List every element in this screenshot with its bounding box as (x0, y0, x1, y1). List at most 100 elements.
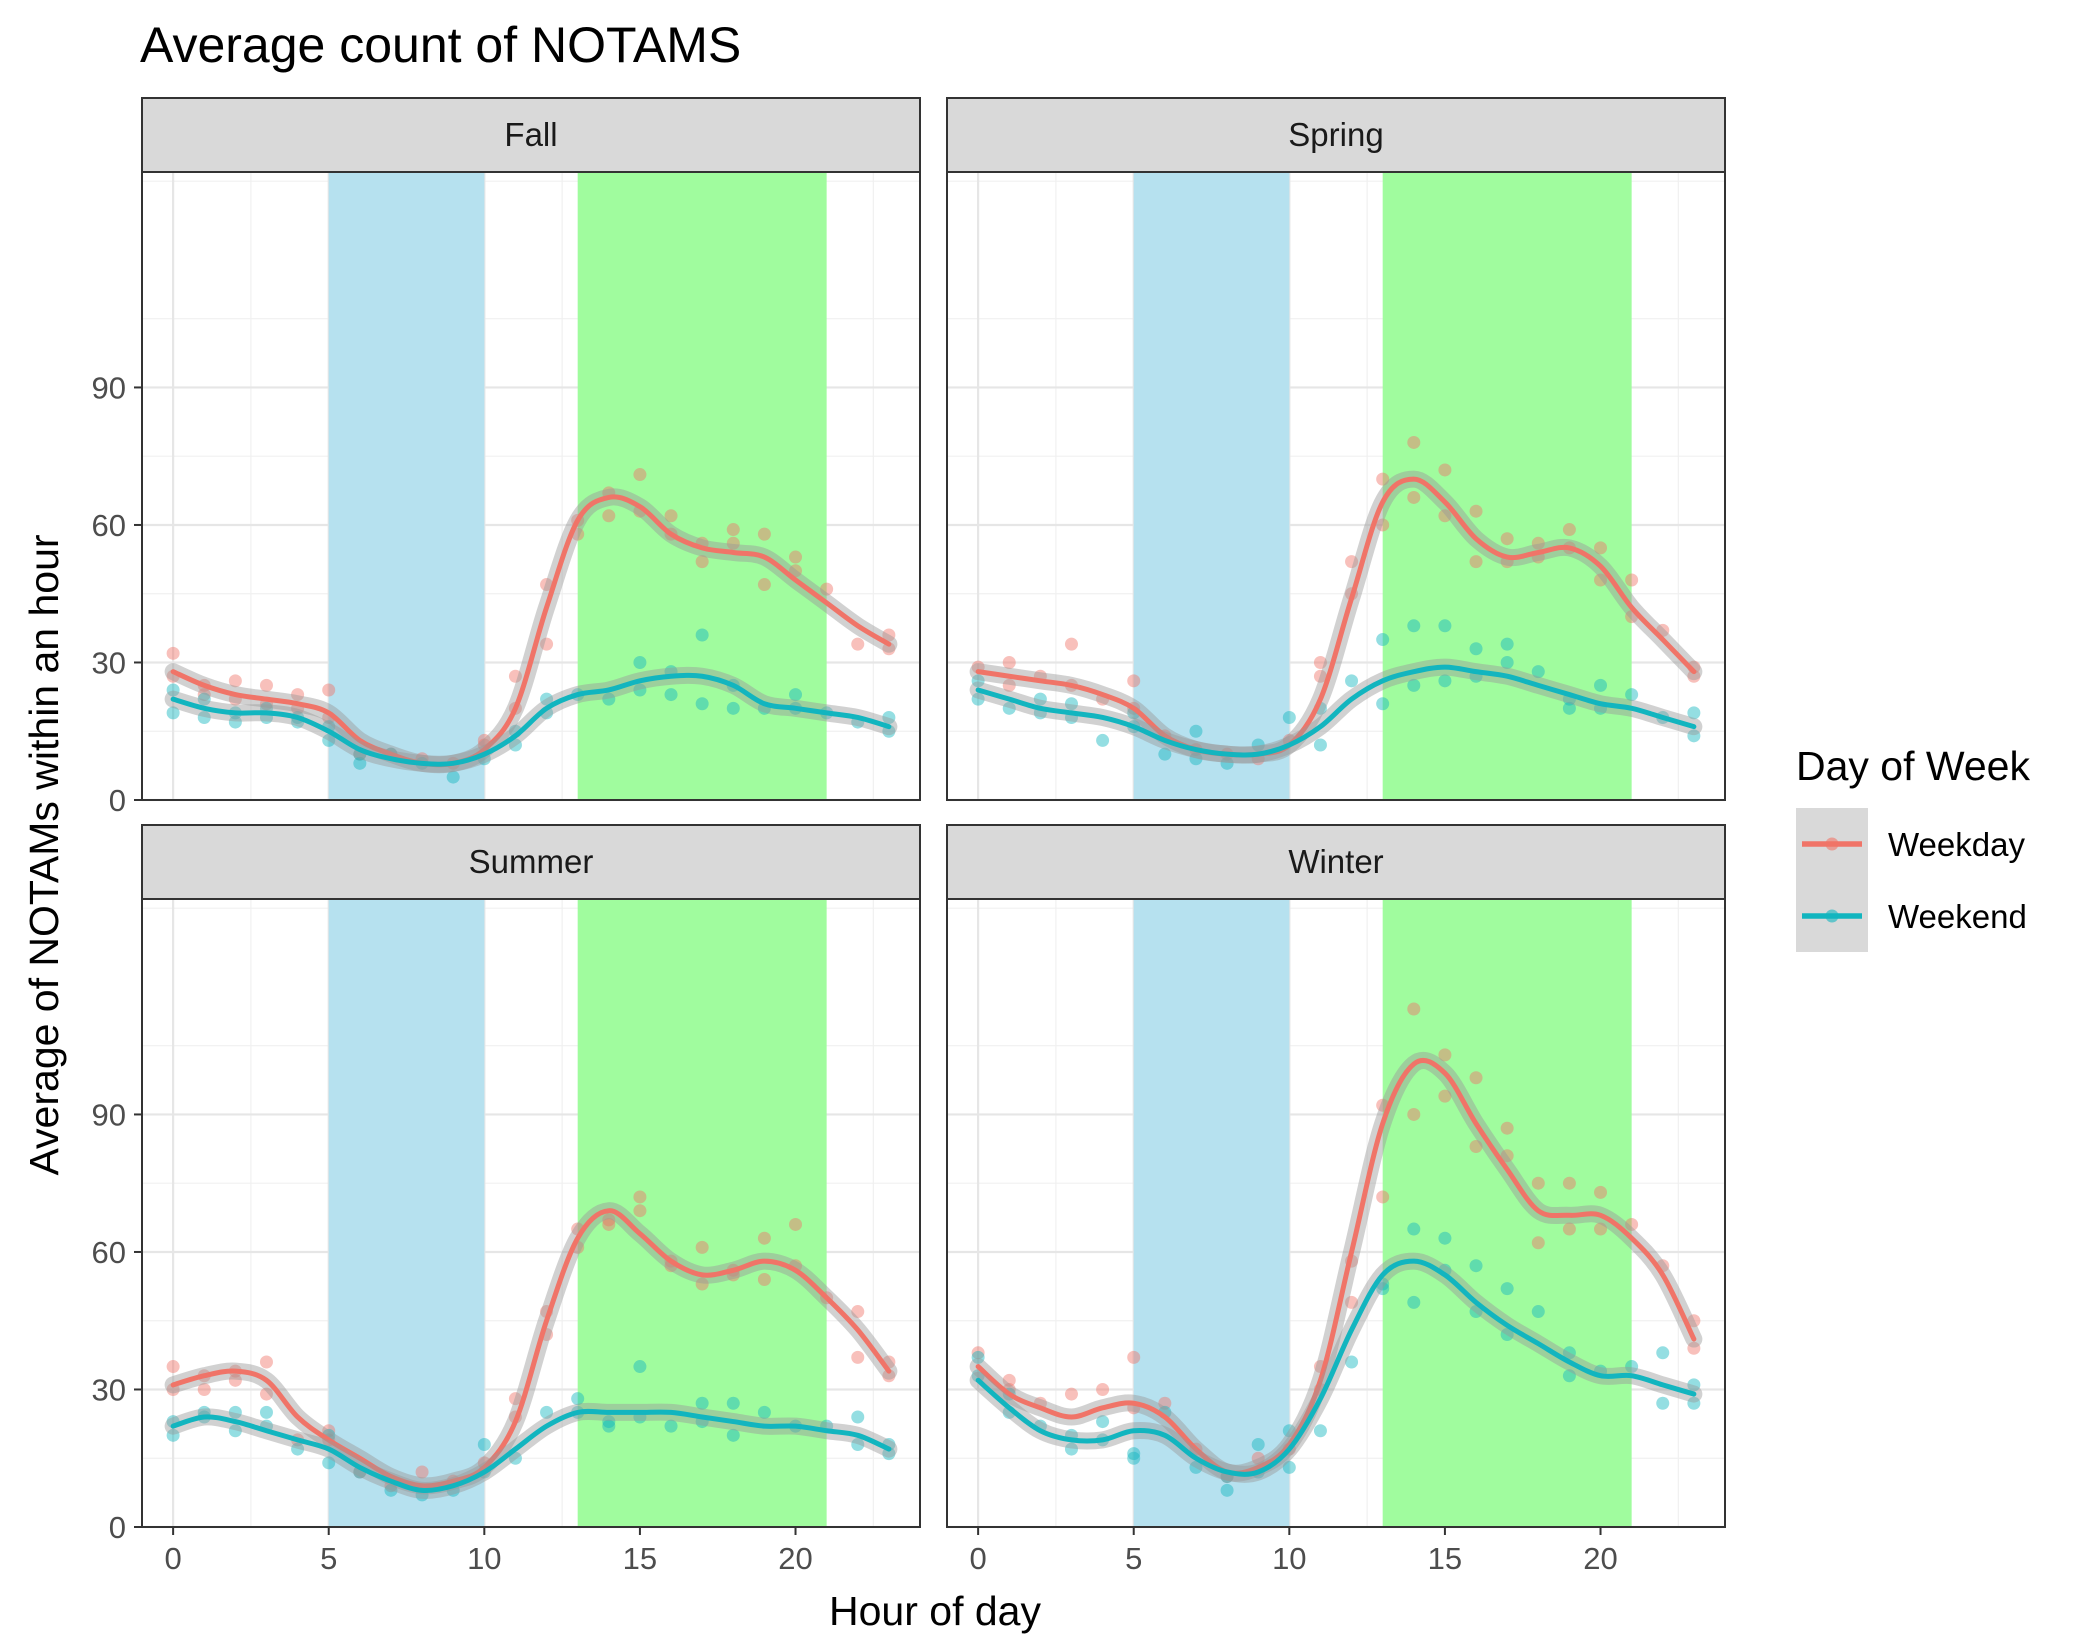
data-point (757, 1405, 771, 1419)
data-point (1531, 1176, 1545, 1190)
data-point (851, 1305, 865, 1319)
data-point (1438, 674, 1452, 688)
strip-background (141, 97, 921, 173)
data-point (228, 1405, 242, 1419)
smooth-line-weekend (170, 1408, 892, 1493)
data-point (971, 692, 985, 706)
data-point (1438, 463, 1452, 477)
legend: Day of Week Weekday Weekend (1796, 743, 2030, 952)
y-tick-label: 30 (92, 645, 126, 680)
data-point (695, 697, 709, 711)
shaded-band-afternoon (577, 172, 827, 800)
data-point (789, 688, 803, 702)
data-point (1407, 619, 1421, 633)
data-point (1531, 1305, 1545, 1319)
y-tick-label: 0 (109, 1510, 126, 1545)
data-point (1687, 706, 1701, 720)
data-point (1282, 1460, 1296, 1474)
data-point (197, 1382, 211, 1396)
data-point (633, 655, 647, 669)
strip-label: Fall (504, 116, 557, 153)
shaded-band-morning (328, 899, 485, 1527)
data-point (228, 674, 242, 688)
data-point (633, 683, 647, 697)
data-point (1500, 637, 1514, 651)
y-axis-title: Average of NOTAMs within an hour (21, 534, 67, 1175)
strip-background (946, 824, 1726, 900)
data-point (1500, 1327, 1514, 1341)
y-tick-label: 60 (92, 508, 126, 543)
data-point (1438, 509, 1452, 523)
data-point (1158, 747, 1172, 761)
data-point (1127, 674, 1141, 688)
data-point (851, 1437, 865, 1451)
x-tick-label: 0 (969, 1541, 986, 1576)
strip-background (141, 824, 921, 900)
data-point (197, 692, 211, 706)
data-point (1376, 697, 1390, 711)
data-point (166, 1428, 180, 1442)
legend-key-point (1825, 909, 1839, 923)
y-tick-label: 60 (92, 1235, 126, 1270)
smooth-line-weekend (975, 1258, 1697, 1477)
data-point (1531, 536, 1545, 550)
data-point (508, 669, 522, 683)
data-point (1469, 642, 1483, 656)
data-point (757, 527, 771, 541)
data-point (1251, 1437, 1265, 1451)
data-point (322, 733, 336, 747)
data-point (757, 1231, 771, 1245)
smooth-line-weekday (975, 476, 1697, 758)
y-tick-label: 0 (109, 783, 126, 818)
data-point (446, 770, 460, 784)
data-point (1313, 1424, 1327, 1438)
shaded-band-morning (328, 172, 485, 800)
data-point (1096, 1415, 1110, 1429)
data-point (1189, 752, 1203, 766)
data-point (1594, 573, 1608, 587)
data-point (882, 628, 896, 642)
data-point (166, 706, 180, 720)
strip-label: Spring (1288, 116, 1383, 153)
data-point (757, 578, 771, 592)
data-point (540, 1405, 554, 1419)
data-point (1064, 1387, 1078, 1401)
y-tick-label: 90 (92, 1097, 126, 1132)
smooth-line-weekend (170, 672, 892, 767)
data-point (1376, 1282, 1390, 1296)
data-point (291, 688, 305, 702)
x-tick-label: 15 (623, 1541, 657, 1576)
data-point (1033, 692, 1047, 706)
smooth-line-weekday (170, 494, 892, 768)
data-point (695, 555, 709, 569)
data-point (971, 1346, 985, 1360)
data-point (1376, 633, 1390, 647)
data-point (820, 582, 834, 596)
data-point (1189, 724, 1203, 738)
data-point (508, 738, 522, 752)
data-point (1407, 435, 1421, 449)
data-point (1562, 1346, 1576, 1360)
data-point (1687, 729, 1701, 743)
data-point (1002, 678, 1016, 692)
data-point (1002, 1373, 1016, 1387)
data-point (259, 1355, 273, 1369)
data-point (1251, 738, 1265, 752)
data-point (1438, 1048, 1452, 1062)
smooth-line-weekend (975, 664, 1697, 758)
data-point (1376, 1190, 1390, 1204)
data-point (1189, 1460, 1203, 1474)
data-point (633, 1360, 647, 1374)
data-point (789, 550, 803, 564)
panel-summer: Summer 0 30 60 90 0 5 10 15 20 (92, 824, 921, 1576)
legend-title: Day of Week (1796, 743, 2030, 789)
legend-key-point (1825, 837, 1839, 851)
data-point (1594, 541, 1608, 555)
smooth-line-weekday (975, 1058, 1697, 1476)
panel-spring: Spring (946, 97, 1726, 802)
data-point (1438, 1231, 1452, 1245)
x-tick-label: 0 (164, 1541, 181, 1576)
data-point (1064, 637, 1078, 651)
